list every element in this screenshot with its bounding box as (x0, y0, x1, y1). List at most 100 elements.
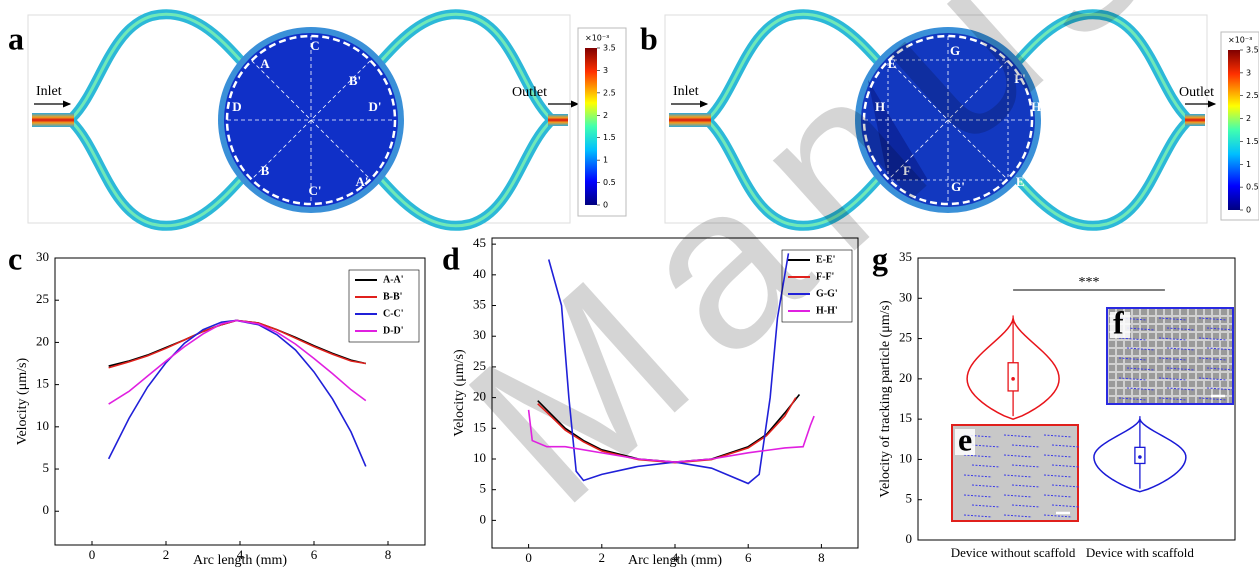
track (1043, 474, 1073, 478)
section-label: G (950, 43, 960, 58)
track (1051, 504, 1081, 508)
x-tick-label: 8 (385, 547, 392, 562)
x-tick-label: 0 (525, 550, 532, 565)
track (1118, 357, 1148, 361)
panel-letter: g (872, 240, 888, 276)
track (1158, 397, 1188, 401)
track (1011, 444, 1041, 448)
section-label: H' (1031, 99, 1045, 114)
track (971, 444, 1001, 448)
legend-frame (348, 269, 420, 343)
y-tick-label: 30 (36, 249, 49, 264)
track (1011, 504, 1041, 508)
colorbar-tick-label: 3.5 (1246, 46, 1259, 55)
inset-letter: e (958, 421, 972, 457)
track (1198, 337, 1228, 341)
panel-letter: b (640, 20, 658, 56)
x-tick-label: 2 (599, 550, 606, 565)
colorbar (585, 48, 597, 205)
colorbar-tick-label: 2 (1246, 114, 1251, 123)
track (1118, 337, 1148, 341)
track (1206, 387, 1236, 391)
track (963, 474, 993, 478)
dashed-boundary (862, 34, 1034, 206)
colorbar-tick-label: 2.5 (603, 88, 616, 97)
plot-frame (917, 257, 1236, 541)
track (1166, 347, 1196, 351)
y-tick-label: 35 (899, 249, 912, 264)
track (1051, 444, 1081, 448)
section-label: B' (349, 73, 361, 88)
panel-letter: a (8, 20, 24, 56)
track (1198, 397, 1228, 401)
track (1126, 367, 1156, 371)
y-tick-label: 0 (906, 531, 913, 546)
track (1158, 377, 1188, 381)
outlet-label: Outlet (512, 85, 547, 100)
colorbar-tick-label: 0.5 (603, 178, 616, 187)
figure-root: A B' C D D' B C' A' a Inlet Outlet ×10⁻³ 0 0.5 1 1.5 2 2.… (8, 0, 1259, 568)
outlet-channel (548, 114, 568, 126)
track (1166, 387, 1196, 391)
colorbar-tick-label: 3 (1246, 68, 1251, 77)
x-axis-label: Arc length (mm) (628, 553, 722, 568)
channel-core (707, 12, 881, 228)
series-line (527, 409, 815, 463)
legend-label: F-F' (816, 271, 835, 282)
y-tick-label: 0 (43, 502, 50, 517)
x-tick-label: 8 (818, 550, 825, 565)
section-label: A' (356, 174, 369, 189)
panel-frame (664, 14, 1208, 224)
y-tick-label: 10 (473, 450, 486, 465)
track (1011, 484, 1041, 488)
y-tick-label: 20 (473, 389, 486, 404)
colorbar-multiplier: ×10⁻³ (1228, 36, 1252, 45)
colorbar-tick-label: 1.5 (1246, 137, 1259, 146)
legend-label: C-C' (383, 308, 404, 319)
dashed-boundary (225, 34, 397, 206)
section-label: D (232, 99, 241, 114)
track (1003, 454, 1033, 458)
section-label: F (903, 163, 911, 178)
panel-frame (27, 14, 571, 224)
channel (376, 9, 554, 231)
section-label: F' (1014, 71, 1026, 86)
y-tick-label: 35 (473, 297, 486, 312)
y-tick-label: 0 (480, 511, 487, 526)
outlet-channel (1185, 114, 1205, 126)
y-axis-label: Velocity (μm/s) (15, 358, 30, 446)
y-tick-label: 15 (473, 419, 486, 434)
series-line (108, 319, 366, 369)
track (1198, 357, 1228, 361)
colorbar-tick-label: 1 (1246, 160, 1251, 169)
x-tick-label: 2 (163, 547, 170, 562)
track (1043, 454, 1073, 458)
colorbar-tick-label: 0 (1246, 206, 1251, 215)
section-label: C' (309, 183, 322, 198)
legend-label: A-A' (383, 274, 404, 285)
median-dot (1138, 455, 1142, 459)
y-tick-label: 10 (36, 418, 49, 433)
colorbar-tick-label: 1 (603, 156, 608, 165)
inset-letter-bg (1110, 312, 1130, 338)
track (963, 514, 993, 518)
section-label: A (260, 56, 270, 71)
y-tick-label: 30 (899, 289, 912, 304)
section-label: H (875, 99, 885, 114)
colorbar-tick-label: 3.5 (603, 44, 616, 53)
track (1198, 377, 1228, 381)
track (1126, 347, 1156, 351)
y-tick-label: 10 (899, 450, 912, 465)
panel-letter: c (8, 240, 22, 276)
x-tick-label: 0 (89, 547, 96, 562)
track (1206, 347, 1236, 351)
y-tick-label: 30 (473, 327, 486, 342)
track (1051, 484, 1081, 488)
track (1003, 494, 1033, 498)
legend-frame (781, 249, 853, 323)
colorbar-tick-label: 2 (603, 111, 608, 120)
y-tick-label: 45 (473, 235, 486, 250)
track (1003, 514, 1033, 518)
track (1198, 317, 1228, 321)
median-dot (1011, 377, 1015, 381)
